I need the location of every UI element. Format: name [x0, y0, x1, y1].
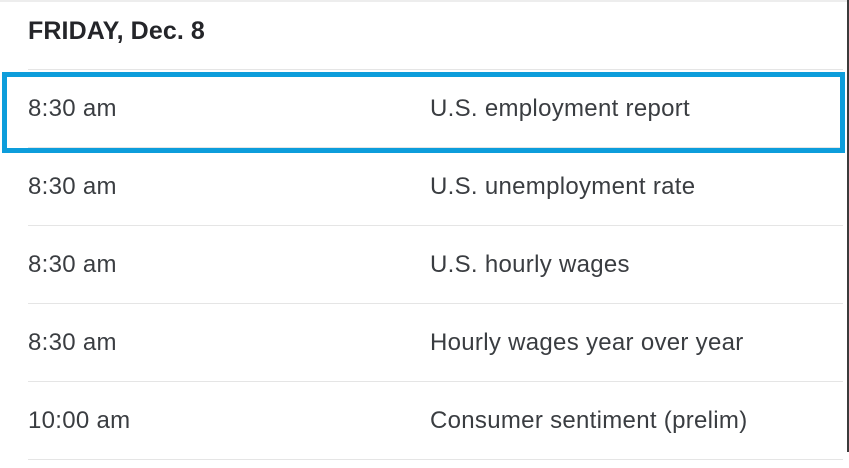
row-divider — [28, 303, 843, 304]
event-time: 8:30 am — [28, 94, 117, 122]
event-title: Consumer sentiment (prelim) — [430, 406, 748, 434]
top-divider — [0, 0, 847, 2]
day-header-label: FRIDAY, Dec. 8 — [28, 17, 205, 45]
day-header: FRIDAY, Dec. 8 — [0, 0, 849, 69]
row-divider — [28, 459, 843, 460]
calendar-row-hourly-wages-yoy[interactable]: 8:30 am Hourly wages year over year — [0, 304, 849, 381]
row-divider — [28, 147, 843, 148]
event-title: U.S. unemployment rate — [430, 172, 696, 200]
calendar-row-unemployment-rate[interactable]: 8:30 am U.S. unemployment rate — [0, 148, 849, 225]
calendar-row-hourly-wages[interactable]: 8:30 am U.S. hourly wages — [0, 226, 849, 303]
event-time: 8:30 am — [28, 250, 117, 278]
event-title: Hourly wages year over year — [430, 328, 744, 356]
right-edge-border — [847, 0, 849, 452]
row-divider — [28, 69, 843, 70]
event-time: 10:00 am — [28, 406, 131, 434]
row-divider — [28, 225, 843, 226]
event-title: U.S. hourly wages — [430, 250, 630, 278]
calendar-row-consumer-sentiment[interactable]: 10:00 am Consumer sentiment (prelim) — [0, 382, 849, 459]
calendar-row-employment-report[interactable]: 8:30 am U.S. employment report — [0, 70, 849, 147]
event-time: 8:30 am — [28, 172, 117, 200]
row-divider — [28, 381, 843, 382]
event-title: U.S. employment report — [430, 94, 691, 122]
event-time: 8:30 am — [28, 328, 117, 356]
